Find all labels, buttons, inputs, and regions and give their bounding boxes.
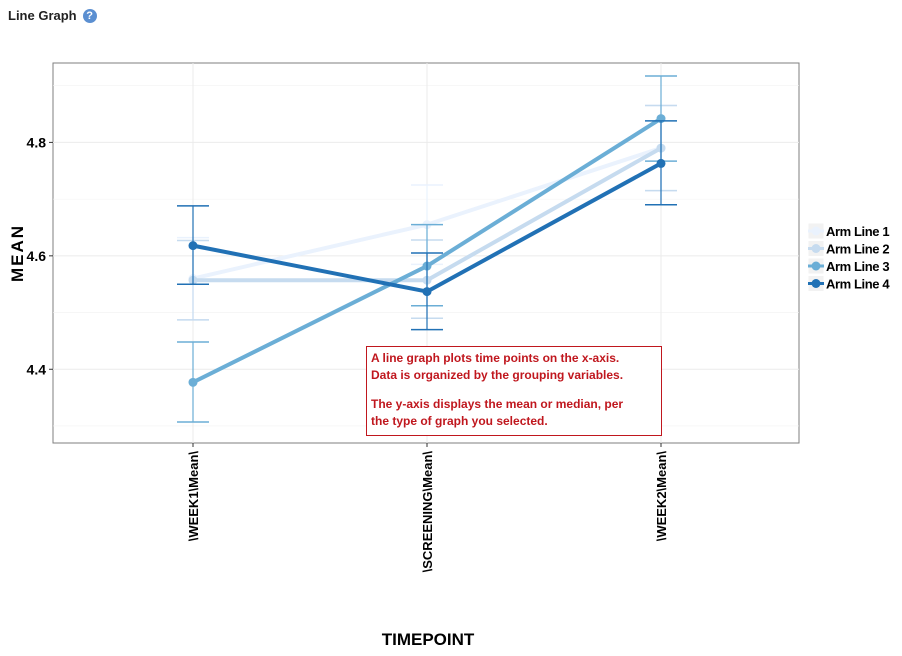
data-point — [422, 287, 432, 297]
x-tick-label: \WEEK1\Mean\ — [186, 451, 201, 542]
legend-item-4: Arm Line 4 — [807, 275, 891, 292]
x-tick-label: \WEEK2\Mean\ — [654, 451, 669, 542]
note-line-4: the type of graph you selected. — [371, 414, 548, 428]
legend-label: Arm Line 2 — [826, 242, 889, 257]
legend-label: Arm Line 1 — [826, 224, 889, 239]
x-axis: \WEEK1\Mean\ \SCREENING\Mean\ \WEEK2\Mean\ — [186, 443, 669, 572]
legend-item-2: Arm Line 2 — [807, 240, 890, 257]
legend-item-3: Arm Line 3 — [807, 257, 890, 275]
note-paragraph-1: A line graph plots time points on the x-… — [371, 350, 657, 384]
legend-marker — [811, 261, 821, 271]
legend-item-1: Arm Line 1 — [807, 222, 890, 240]
legend-marker — [811, 279, 821, 288]
page-title: Line Graph — [8, 8, 77, 23]
legend-label: Arm Line 3 — [826, 259, 889, 274]
y-axis-title: MEAN — [8, 224, 27, 282]
note-line-3: The y-axis displays the mean or median, … — [371, 397, 624, 411]
data-point — [656, 158, 666, 168]
series-layer — [177, 75, 677, 423]
page-header: Line Graph ? — [8, 8, 97, 23]
y-tick-label: 4.8 — [27, 134, 47, 150]
legend-marker — [811, 226, 821, 236]
legend-label: Arm Line 4 — [826, 277, 890, 292]
x-tick-label: \SCREENING\Mean\ — [420, 451, 435, 573]
series-4 — [177, 120, 677, 331]
y-tick-label: 4.4 — [27, 361, 47, 377]
x-axis-title: TIMEPOINT — [382, 630, 475, 649]
y-axis: 4.4 4.6 4.8 — [27, 134, 53, 377]
help-icon[interactable]: ? — [82, 8, 97, 23]
y-tick-label: 4.6 — [27, 248, 47, 264]
data-point — [188, 377, 198, 387]
data-point — [188, 241, 198, 251]
legend: Arm Line 1 Arm Line 2 Arm Line 3 Arm Line 4 — [807, 222, 891, 292]
info-note: A line graph plots time points on the x-… — [366, 346, 662, 436]
note-paragraph-2: The y-axis displays the mean or median, … — [371, 396, 657, 430]
note-line-1: A line graph plots time points on the x-… — [371, 351, 620, 365]
note-line-2: Data is organized by the grouping variab… — [371, 368, 624, 382]
legend-marker — [811, 244, 821, 253]
